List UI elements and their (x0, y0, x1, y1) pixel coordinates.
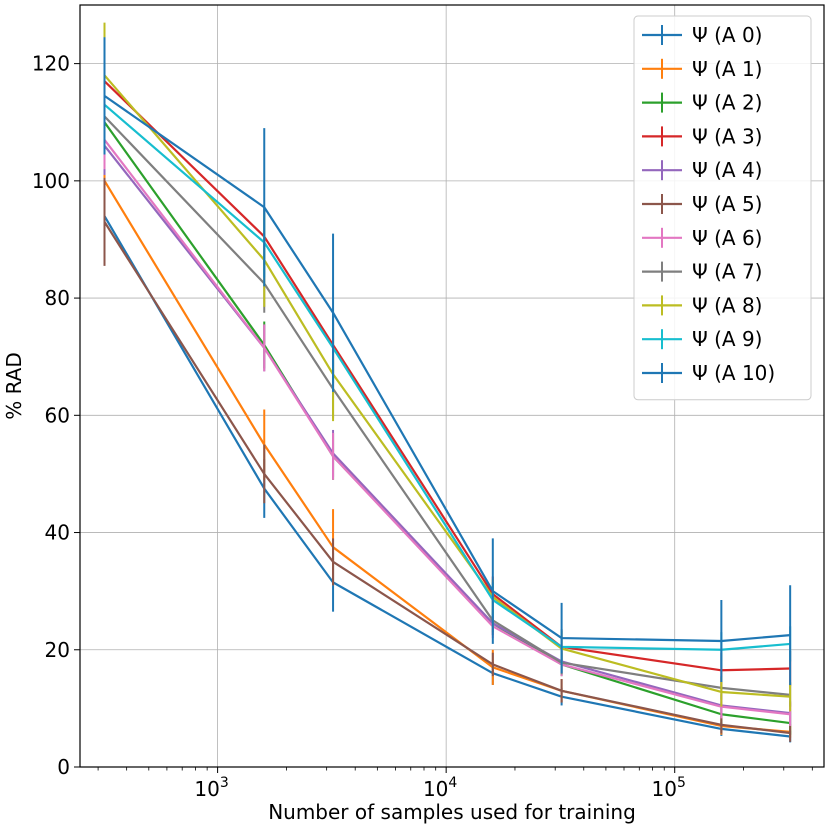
legend-label: Ψ (A 7) (692, 260, 762, 284)
legend-item: Ψ (A 2) (642, 91, 762, 115)
y-axis-title: % RAD (2, 352, 26, 420)
y-tick-label: 40 (45, 521, 70, 545)
x-tick-base: 10 (194, 777, 219, 801)
series-5 (103, 177, 792, 742)
x-tick-label: 104 (423, 775, 457, 801)
y-tick-label: 20 (45, 638, 70, 662)
x-tick-exponent: 4 (448, 775, 457, 791)
legend-label: Ψ (A 1) (692, 57, 762, 81)
legend-label: Ψ (A 5) (692, 192, 762, 216)
legend-box (633, 15, 812, 401)
legend-label: Ψ (A 4) (692, 158, 762, 182)
y-tick-label: 60 (45, 403, 70, 427)
legend-item: Ψ (A 7) (642, 260, 762, 284)
legend-item: Ψ (A 4) (642, 158, 762, 182)
x-axis-title: Number of samples used for training (268, 800, 636, 824)
plot-frame (79, 4, 825, 768)
legend-label: Ψ (A 0) (692, 23, 762, 47)
legend-label: Ψ (A 3) (692, 124, 762, 148)
series-layer (103, 22, 792, 743)
y-tick-label: 80 (45, 286, 70, 310)
y-tick-label: 0 (57, 755, 70, 779)
y-tick-label: 100 (32, 169, 70, 193)
legend-item: Ψ (A 10) (642, 361, 775, 385)
legend-label: Ψ (A 2) (692, 91, 762, 115)
x-tick-base: 10 (423, 777, 448, 801)
x-tick-label: 105 (652, 775, 686, 801)
x-tick-exponent: 3 (220, 775, 229, 791)
legend-label: Ψ (A 6) (692, 226, 762, 250)
x-tick-exponent: 5 (677, 775, 686, 791)
legend-item: Ψ (A 5) (642, 192, 762, 216)
legend-item: Ψ (A 6) (642, 226, 762, 250)
legend-label: Ψ (A 10) (692, 361, 775, 385)
legend-label: Ψ (A 8) (692, 293, 762, 317)
legend-item: Ψ (A 9) (642, 327, 762, 351)
legend-label: Ψ (A 9) (692, 327, 762, 351)
legend: Ψ (A 0) Ψ (A 1) Ψ (A 2) Ψ (A 3) Ψ (A 4) Ψ (A … (633, 15, 812, 401)
legend-item: Ψ (A 3) (642, 124, 762, 148)
legend-item: Ψ (A 0) (642, 23, 762, 47)
y-tick-label: 120 (32, 52, 70, 76)
legend-item: Ψ (A 8) (642, 293, 762, 317)
x-tick-base: 10 (652, 777, 677, 801)
legend-item: Ψ (A 1) (642, 57, 762, 81)
x-tick-label: 103 (194, 775, 228, 801)
series-10 (103, 37, 792, 685)
